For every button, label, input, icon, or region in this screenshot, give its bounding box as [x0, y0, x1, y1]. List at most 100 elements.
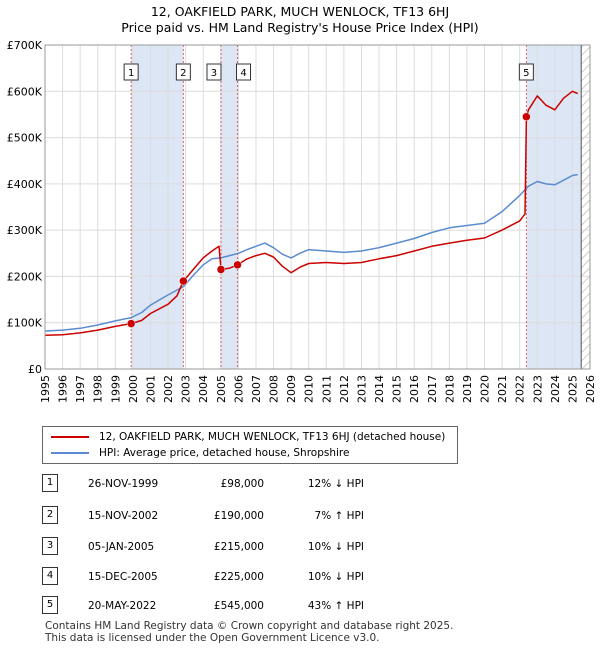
- x-tick-label: 2025: [566, 375, 579, 403]
- x-tick-label: 2022: [514, 375, 527, 403]
- y-tick-label: £600K: [7, 85, 43, 98]
- sale-price: £545,000: [213, 600, 264, 612]
- x-tick-label: 1997: [74, 375, 87, 403]
- sale-point: [216, 265, 226, 274]
- sale-marker-label: 1: [128, 68, 134, 79]
- sale-price: £98,000: [220, 478, 264, 490]
- price-chart: 1 2 3 4 5 £0 £100K £200K £300K £400K £500K £600K £7…: [7, 39, 597, 403]
- x-tick-label: 2016: [408, 375, 421, 403]
- legend: 12, OAKFIELD PARK, MUCH WENLOCK, TF13 6H…: [42, 426, 458, 464]
- plot-frame: [44, 44, 591, 370]
- sale-point: [179, 276, 188, 286]
- sale-point: [233, 260, 242, 270]
- x-tick-label: 2008: [268, 375, 281, 403]
- sale-date: 15-NOV-2002: [88, 510, 159, 522]
- x-tick-label: 1999: [109, 375, 122, 403]
- hpi-comparison: 10% ↓ HPI: [307, 541, 364, 553]
- x-tick-label: 2009: [285, 375, 298, 403]
- x-tick-label: 2017: [426, 375, 439, 403]
- table-row: 4 15-DEC-2005 £225,000 10% ↓ HPI: [42, 567, 402, 587]
- x-tick-label: 2010: [303, 375, 316, 403]
- property-price-line: [45, 90, 578, 336]
- x-tick-label: 2021: [496, 375, 509, 403]
- y-tick-label: £300K: [7, 224, 43, 237]
- hpi-comparison: 12% ↓ HPI: [307, 478, 364, 490]
- y-tick-label: £700K: [7, 39, 43, 52]
- x-tick-label: 2020: [479, 375, 492, 403]
- table-row: 2 15-NOV-2002 £190,000 7% ↑ HPI: [42, 506, 402, 526]
- hpi-comparison: 43% ↑ HPI: [307, 600, 364, 612]
- sale-point: [126, 319, 136, 328]
- x-tick-label: 2012: [338, 375, 351, 403]
- sale-price: £225,000: [213, 571, 264, 583]
- y-tick-label: £200K: [7, 270, 43, 283]
- sale-date: 15-DEC-2005: [88, 571, 158, 583]
- x-tick-label: 2003: [180, 375, 193, 403]
- shaded-range: [131, 45, 184, 369]
- x-tick-label: 2024: [549, 375, 562, 403]
- sale-date: 05-JAN-2005: [88, 541, 155, 553]
- y-tick-label: £500K: [7, 132, 43, 145]
- sale-marker-label: 3: [211, 68, 217, 79]
- sale-price: £215,000: [213, 541, 264, 553]
- sale-date: 26-NOV-1999: [88, 478, 159, 490]
- table-row: 1 26-NOV-1999 £98,000 12% ↓ HPI: [42, 474, 402, 494]
- x-tick-label: 2006: [232, 375, 245, 403]
- legend-item-hpi: HPI: Average price, detached house, Shro…: [51, 445, 349, 461]
- footer-licence: This data is licensed under the Open Gov…: [45, 632, 380, 644]
- sale-marker-box: [206, 63, 222, 81]
- table-row: 3 05-JAN-2005 £215,000 10% ↓ HPI: [42, 537, 402, 557]
- sale-marker-box: [123, 63, 139, 81]
- y-tick-label: £100K: [7, 317, 43, 330]
- marker-badge: 2: [42, 506, 58, 524]
- x-tick-label: 2019: [461, 375, 474, 403]
- x-tick-label: 2000: [127, 375, 140, 403]
- x-tick-label: 2011: [320, 375, 333, 403]
- sale-marker-label: 5: [523, 68, 529, 79]
- table-row: 5 20-MAY-2022 £545,000 43% ↑ HPI: [42, 596, 402, 616]
- x-tick-label: 2004: [197, 375, 210, 403]
- legend-item-property: 12, OAKFIELD PARK, MUCH WENLOCK, TF13 6H…: [51, 429, 445, 445]
- x-tick-label: 2023: [531, 375, 544, 403]
- x-tick-label: 2015: [391, 375, 404, 403]
- sale-marker-box: [236, 63, 252, 81]
- hpi-comparison: 7% ↑ HPI: [314, 510, 364, 522]
- sale-marker-label: 4: [240, 68, 246, 79]
- x-tick-label: 2005: [215, 375, 228, 403]
- x-tick-label: 1998: [92, 375, 105, 403]
- marker-badge: 4: [42, 567, 58, 585]
- x-tick-label: 2013: [355, 375, 368, 403]
- chart-title-line1: 12, OAKFIELD PARK, MUCH WENLOCK, TF13 6H…: [150, 4, 450, 19]
- x-tick-label: 2014: [373, 375, 386, 403]
- sale-price: £190,000: [213, 510, 264, 522]
- footer: Contains HM Land Registry data © Crown c…: [45, 620, 453, 644]
- x-tick-label: 2002: [162, 375, 175, 403]
- x-tick-label: 2007: [250, 375, 263, 403]
- x-tick-label: 2001: [144, 375, 157, 403]
- x-tick-label: 2018: [443, 375, 456, 403]
- x-tick-label: 1995: [39, 375, 52, 403]
- marker-badge: 5: [42, 596, 58, 614]
- sale-marker-label: 2: [180, 68, 186, 79]
- x-tick-label: 1996: [57, 375, 70, 403]
- legend-label-hpi: HPI: Average price, detached house, Shro…: [99, 447, 350, 459]
- legend-swatch-hpi: [51, 452, 89, 454]
- shaded-range: [526, 45, 582, 369]
- sale-date: 20-MAY-2022: [88, 600, 157, 612]
- x-tick-label: 2026: [584, 375, 597, 403]
- forecast-hatch: [581, 45, 590, 369]
- y-tick-label: £400K: [7, 178, 43, 191]
- hpi-line: [45, 173, 578, 332]
- shaded-range: [220, 45, 238, 369]
- sale-marker-box: [175, 63, 191, 81]
- hpi-comparison: 10% ↓ HPI: [307, 571, 364, 583]
- marker-badge: 3: [42, 537, 58, 555]
- legend-label-property: 12, OAKFIELD PARK, MUCH WENLOCK, TF13 6H…: [99, 431, 446, 443]
- sale-point: [522, 112, 531, 121]
- legend-swatch-property: [51, 436, 89, 438]
- chart-title-line2: Price paid vs. HM Land Registry's House …: [121, 20, 479, 35]
- footer-copyright: Contains HM Land Registry data © Crown c…: [45, 620, 454, 632]
- sale-marker-box: [518, 63, 534, 81]
- y-tick-label: £0: [28, 363, 42, 376]
- marker-badge: 1: [42, 474, 58, 492]
